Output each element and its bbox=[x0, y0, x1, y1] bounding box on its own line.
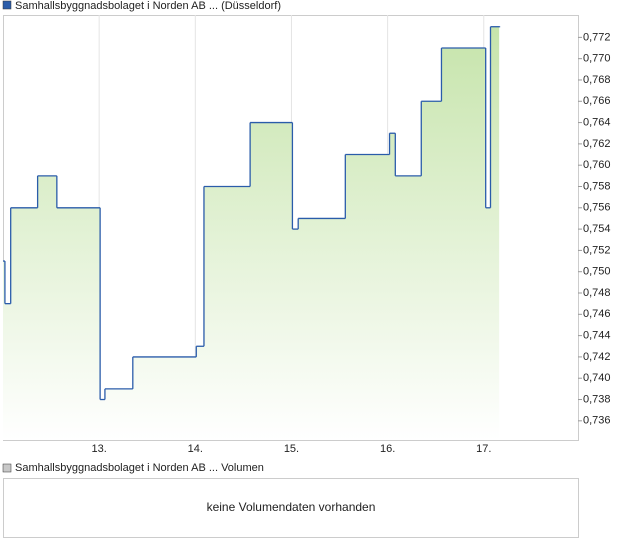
y-tick-label: 0,738 bbox=[583, 393, 611, 405]
y-tick-label: 0,760 bbox=[583, 159, 611, 171]
y-tick-label: 0,762 bbox=[583, 138, 611, 150]
y-tick-label: 0,750 bbox=[583, 266, 611, 278]
legend-swatch bbox=[2, 463, 12, 473]
x-tick-label: 13. bbox=[92, 443, 107, 455]
y-tick-label: 0,772 bbox=[583, 31, 611, 43]
y-tick-label: 0,746 bbox=[583, 308, 611, 320]
y-tick-label: 0,758 bbox=[583, 180, 611, 192]
y-tick-label: 0,768 bbox=[583, 74, 611, 86]
y-tick-label: 0,770 bbox=[583, 53, 611, 65]
y-tick-label: 0,764 bbox=[583, 116, 611, 128]
volume-frame bbox=[3, 478, 579, 538]
y-tick-label: 0,766 bbox=[583, 95, 611, 107]
y-tick-label: 0,748 bbox=[583, 287, 611, 299]
y-tick-label: 0,742 bbox=[583, 351, 611, 363]
y-tick-label: 0,740 bbox=[583, 372, 611, 384]
area-fill bbox=[3, 26, 500, 440]
y-tick-label: 0,756 bbox=[583, 202, 611, 214]
x-tick-label: 15. bbox=[284, 443, 299, 455]
y-tick-label: 0,744 bbox=[583, 330, 611, 342]
y-tick-label: 0,752 bbox=[583, 244, 611, 256]
legend-swatch bbox=[2, 0, 12, 10]
legend-label: Samhallsbyggnadsbolaget i Norden AB ... … bbox=[15, 0, 281, 12]
volume-legend: Samhallsbyggnadsbolaget i Norden AB ... … bbox=[15, 462, 264, 474]
x-tick-label: 17. bbox=[476, 443, 491, 455]
y-tick-label: 0,736 bbox=[583, 415, 611, 427]
y-tick-label: 0,754 bbox=[583, 223, 611, 235]
x-tick-label: 14. bbox=[188, 443, 203, 455]
volume-message: keine Volumendaten vorhanden bbox=[207, 500, 376, 514]
x-tick-label: 16. bbox=[380, 443, 395, 455]
